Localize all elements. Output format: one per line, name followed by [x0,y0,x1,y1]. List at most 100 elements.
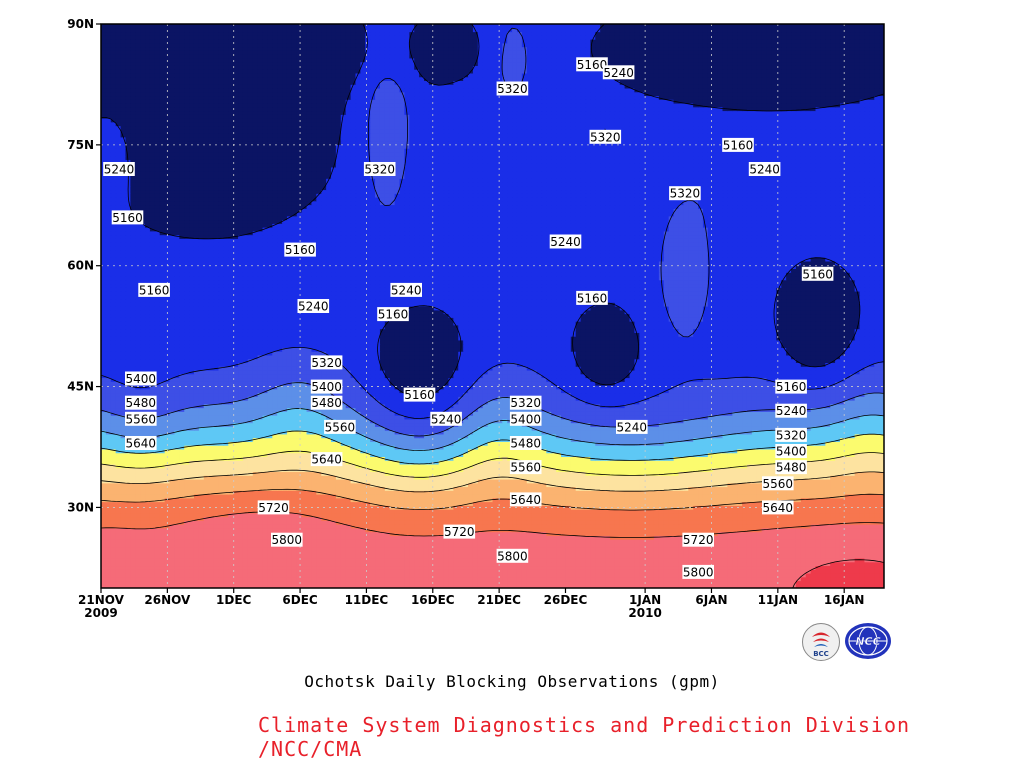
contour-label-text: 5240 [431,412,462,426]
contour-label: 5320 [509,395,542,410]
contour-label-text: 5800 [272,533,303,547]
contour-label-text: 5480 [126,396,157,410]
contour-label-text: 5480 [776,461,807,475]
x-tick-label: 16JAN [824,593,865,607]
contour-label-text: 5800 [683,565,714,579]
contour-label: 5240 [602,65,635,80]
contour-label: 5240 [775,403,807,418]
contour-label-text: 5720 [258,501,289,515]
x-tick-label: 1DEC [216,593,252,607]
contour-label-text: 5480 [510,437,541,451]
contour-label: 5480 [125,395,157,410]
x-tick-label: 11JAN [758,593,799,607]
contour-label-text: 5240 [617,420,648,434]
bcc-logo-icon: BCC [801,622,841,666]
contour-label-text: 5400 [776,445,807,459]
contour-label-text: 5320 [311,356,342,370]
contour-label: 5320 [363,162,396,177]
chart: 5240516051605160524053205240516051605240… [67,17,885,620]
x-tick-label: 2010 [628,606,661,620]
contour-label: 5480 [310,395,343,410]
contour-label: 5160 [138,282,170,297]
contour-label-text: 5720 [683,533,714,547]
contour-label: 5640 [509,492,542,507]
contour-label-text: 5160 [723,138,754,152]
contour-label-text: 5400 [311,380,342,394]
contour-label-text: 5240 [550,235,581,249]
contour-label: 5320 [775,427,807,442]
contour-label: 5800 [496,548,529,563]
contour-label: 5160 [775,379,807,394]
contour-label-text: 5240 [104,163,135,177]
contour-label-text: 5640 [126,437,157,451]
x-tick-label: 16DEC [411,593,455,607]
contour-label-text: 5400 [510,412,541,426]
chart-title: Ochotsk Daily Blocking Observations (gpm… [0,672,1024,691]
contour-label: 5160 [111,210,144,225]
contour-label: 5720 [443,524,476,539]
credit-line: Climate System Diagnostics and Predictio… [258,713,1024,761]
contour-label-text: 5400 [126,372,157,386]
y-tick-label: 45N [67,380,94,394]
contour-label: 5320 [310,355,343,370]
bcc-logo-text: BCC [813,650,829,658]
contour-label-text: 5160 [378,308,409,322]
plot-frame [100,23,885,589]
contour-label-text: 5160 [112,211,143,225]
x-tick-label: 21NOV [78,593,125,607]
contour-label: 5160 [576,290,608,305]
contour-label-text: 5240 [603,66,634,80]
contour-label-text: 5240 [776,404,807,418]
y-tick-label: 30N [67,500,94,514]
contour-label-text: 5320 [776,428,807,442]
contour-label: 5400 [310,379,343,394]
contour-label-text: 5720 [444,525,475,539]
contour-label-text: 5160 [285,243,316,257]
contour-label-text: 5320 [510,396,541,410]
x-tick-label: 26DEC [544,593,588,607]
contour-label: 5640 [310,452,343,467]
contour-label-text: 5800 [497,549,528,563]
contour-label: 5160 [284,242,316,257]
x-tick-label: 6JAN [695,593,727,607]
contour-label: 5560 [509,460,542,475]
contour-label: 5240 [748,162,781,177]
contour-label: 5240 [390,282,422,297]
contour-label-text: 5640 [510,493,541,507]
x-tick-label: 21DEC [477,593,521,607]
contour-label-text: 5640 [763,501,794,515]
contour-label: 5160 [403,387,436,402]
contour-label: 5800 [271,532,303,547]
contour-line-5480 [101,430,884,465]
contour-label-text: 5320 [670,187,701,201]
contour-label: 5160 [576,57,608,72]
x-tick-label: 11DEC [345,593,389,607]
contour-label: 5240 [297,299,330,314]
contour-label: 5560 [762,476,794,491]
contour-label: 5640 [762,500,794,515]
ncc-logo-text: NCC [855,635,880,648]
contour-label-text: 5560 [126,412,157,426]
y-tick-label: 75N [67,138,94,152]
contour-label-text: 5160 [577,58,608,72]
contour-label: 5320 [589,129,622,144]
contour-label: 5160 [722,137,754,152]
contour-label-text: 5560 [325,420,356,434]
contour-line-5640 [101,469,884,493]
contour-label-text: 5160 [404,388,435,402]
contour-label-text: 5480 [311,396,342,410]
contour-label: 5240 [549,234,582,249]
contour-label: 5720 [682,532,714,547]
contour-label-text: 5320 [590,130,621,144]
contour-label-text: 5240 [749,163,780,177]
contour-label-text: 5320 [497,82,528,96]
contour-label-text: 5560 [510,461,541,475]
contour-label: 5240 [616,419,648,434]
y-tick-label: 60N [67,259,94,273]
contour-label: 5160 [377,307,409,322]
contour-label-text: 5640 [311,453,342,467]
contour-label-text: 5560 [763,477,794,491]
x-tick-label: 1JAN [629,593,661,607]
y-tick-label: 90N [67,17,94,31]
